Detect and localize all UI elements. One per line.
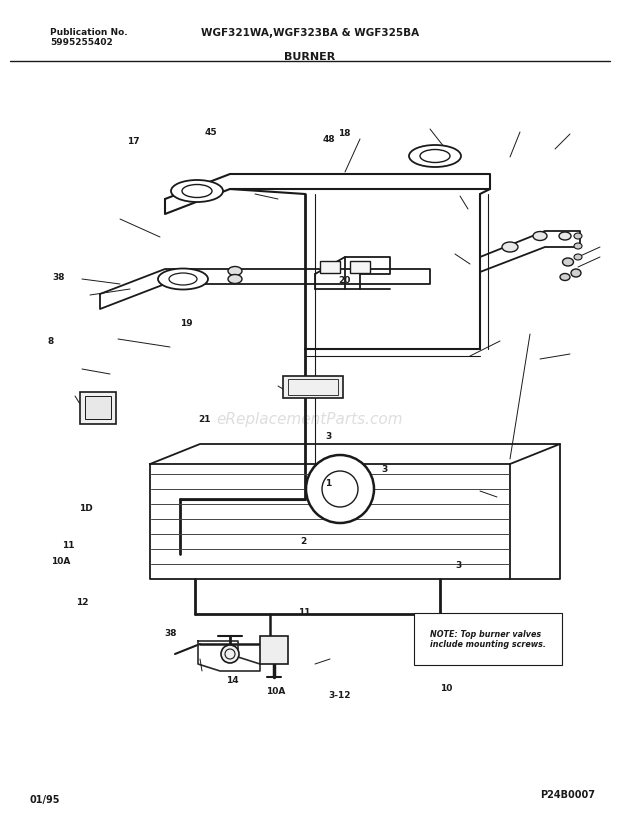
Text: eReplacementParts.com: eReplacementParts.com: [216, 412, 404, 427]
Ellipse shape: [409, 146, 461, 168]
Ellipse shape: [306, 455, 374, 523]
Text: 10A: 10A: [266, 686, 286, 695]
Text: 3: 3: [456, 561, 462, 569]
Text: 8: 8: [48, 337, 54, 345]
Text: 19: 19: [180, 319, 192, 328]
Ellipse shape: [574, 233, 582, 240]
Text: 3: 3: [381, 464, 388, 473]
Ellipse shape: [574, 244, 582, 250]
Ellipse shape: [158, 269, 208, 290]
Ellipse shape: [533, 233, 547, 242]
Bar: [350, 262, 370, 274]
Ellipse shape: [502, 242, 518, 253]
Text: NOTE: Top burner valves
include mounting screws.: NOTE: Top burner valves include mounting…: [430, 629, 546, 649]
Text: 14: 14: [226, 676, 239, 684]
Text: WGF321WA,WGF323BA & WGF325BA: WGF321WA,WGF323BA & WGF325BA: [201, 28, 419, 38]
Text: BURNER: BURNER: [285, 52, 335, 62]
Text: 2: 2: [301, 536, 307, 545]
Text: P24B0007: P24B0007: [540, 789, 595, 799]
Ellipse shape: [228, 267, 242, 276]
Text: 20: 20: [338, 276, 350, 284]
Text: 3: 3: [326, 432, 332, 440]
Ellipse shape: [171, 181, 223, 203]
Text: 10: 10: [440, 684, 453, 692]
Text: 12: 12: [76, 598, 88, 606]
Ellipse shape: [559, 233, 571, 241]
Ellipse shape: [560, 274, 570, 281]
Text: 11: 11: [298, 608, 310, 616]
Bar: [283, 377, 343, 399]
Bar: [85, 396, 111, 419]
Ellipse shape: [221, 645, 239, 663]
Text: 38: 38: [53, 273, 65, 281]
Ellipse shape: [571, 269, 581, 278]
Text: 21: 21: [198, 415, 211, 423]
Text: 17: 17: [127, 138, 140, 146]
Bar: [320, 262, 340, 274]
Ellipse shape: [574, 255, 582, 260]
Text: 18: 18: [338, 129, 350, 138]
Text: 1D: 1D: [79, 504, 92, 512]
Bar: [80, 392, 116, 424]
Text: 38: 38: [164, 628, 177, 636]
Text: 10A: 10A: [51, 557, 71, 565]
Text: 1: 1: [326, 479, 332, 487]
Ellipse shape: [562, 259, 574, 267]
Text: 01/95: 01/95: [30, 794, 61, 804]
Bar: [260, 636, 288, 664]
Text: 11: 11: [62, 541, 74, 549]
Text: Publication No.: Publication No.: [50, 28, 128, 37]
Text: 3-12: 3-12: [329, 690, 351, 699]
Bar: [288, 379, 338, 396]
Text: 48: 48: [322, 135, 335, 143]
Ellipse shape: [228, 275, 242, 284]
Text: 45: 45: [205, 129, 217, 137]
Text: 5995255402: 5995255402: [50, 38, 113, 47]
